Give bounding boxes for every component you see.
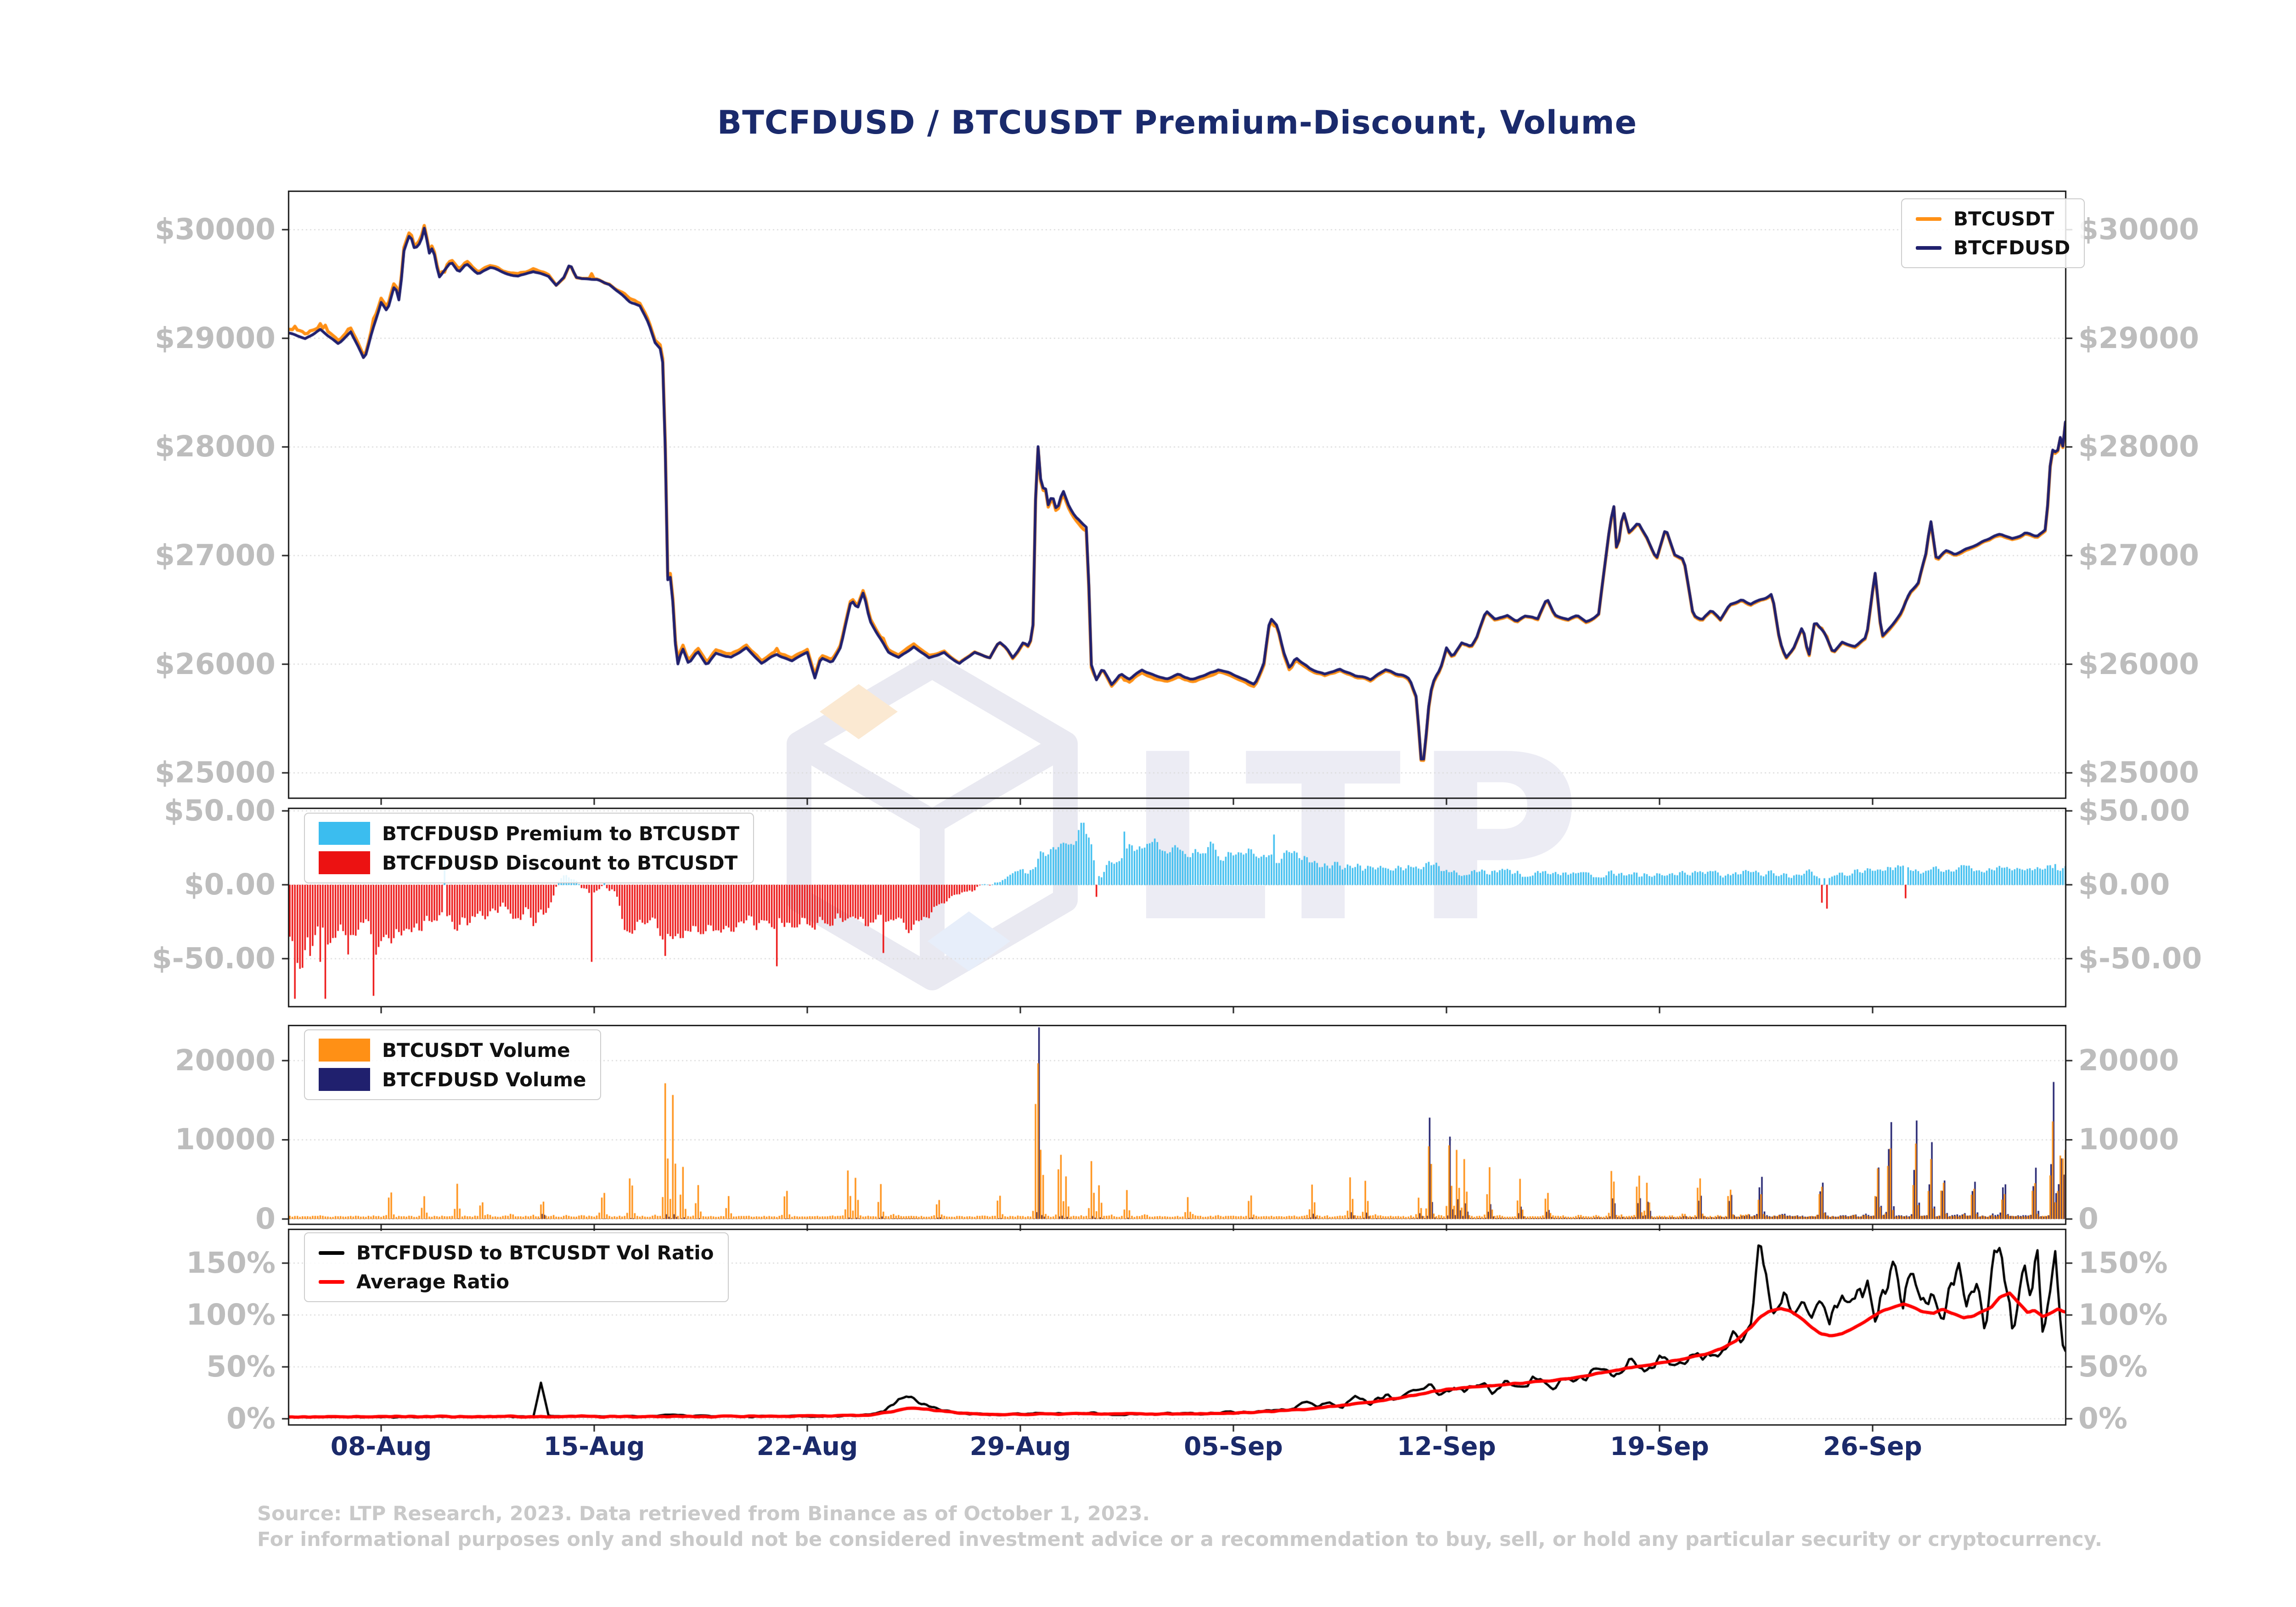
y-axis-label-left: 150%: [186, 1246, 276, 1280]
y-axis-label-right: 150%: [2078, 1246, 2168, 1280]
y-axis-label-right: 10000: [2078, 1123, 2179, 1157]
legend-row: BTCUSDT Volume: [319, 1039, 586, 1062]
legend-line-swatch-icon: [319, 1251, 344, 1255]
legend-label: BTCFDUSD: [1953, 236, 2071, 259]
legend-label: BTCFDUSD Discount to BTCUSDT: [382, 851, 738, 874]
x-axis-label: 15-Aug: [543, 1432, 645, 1461]
x-axis-label: 05-Sep: [1184, 1432, 1283, 1461]
y-axis-label-right: $29000: [2078, 321, 2200, 355]
legend-patch-swatch-icon: [319, 1068, 370, 1091]
volume-legend: BTCUSDT Volume BTCFDUSD Volume: [304, 1029, 601, 1100]
x-axis-label: 22-Aug: [756, 1432, 858, 1461]
y-axis-label-left: $0.00: [184, 868, 276, 901]
y-axis-label-right: 100%: [2078, 1298, 2168, 1332]
y-axis-label-left: $-50.00: [152, 941, 276, 975]
legend-line-swatch-icon: [1916, 217, 1941, 221]
y-axis-label-left: $29000: [154, 321, 276, 355]
legend-row: BTCFDUSD to BTCUSDT Vol Ratio: [319, 1242, 714, 1264]
legend-label: BTCFDUSD to BTCUSDT Vol Ratio: [356, 1242, 714, 1264]
y-axis-label-right: $0.00: [2078, 868, 2170, 901]
y-axis-label-left: 0%: [226, 1402, 276, 1436]
chart-title: BTCFDUSD / BTCUSDT Premium-Discount, Vol…: [717, 104, 1638, 141]
y-axis-label-left: 0: [255, 1202, 276, 1236]
y-axis-label-left: $25000: [154, 756, 276, 790]
x-axis-label: 19-Sep: [1610, 1432, 1709, 1461]
y-axis-label-right: $28000: [2078, 430, 2200, 464]
source-line-2: For informational purposes only and shou…: [257, 1528, 2103, 1551]
legend-patch-swatch-icon: [319, 822, 370, 845]
source-line-1: Source: LTP Research, 2023. Data retriev…: [257, 1502, 1150, 1525]
y-axis-label-left: 100%: [186, 1298, 276, 1332]
y-axis-label-right: 0: [2078, 1202, 2099, 1236]
y-axis-label-right: $26000: [2078, 647, 2200, 681]
legend-label: Average Ratio: [356, 1270, 510, 1293]
legend-row: BTCUSDT: [1916, 208, 2070, 230]
legend-label: BTCUSDT: [1953, 208, 2054, 230]
y-axis-label-right: $30000: [2078, 213, 2200, 247]
legend-line-swatch-icon: [319, 1280, 344, 1284]
x-axis-label: 29-Aug: [969, 1432, 1071, 1461]
y-axis-label-right: $-50.00: [2078, 941, 2202, 975]
y-axis-label-right: $25000: [2078, 756, 2200, 790]
y-axis-label-right: 50%: [2078, 1350, 2148, 1384]
premium-discount-legend: BTCFDUSD Premium to BTCUSDT BTCFDUSD Disc…: [304, 813, 754, 883]
x-axis-label: 12-Sep: [1397, 1432, 1496, 1461]
y-axis-label-left: $27000: [154, 539, 276, 572]
legend-patch-swatch-icon: [319, 851, 370, 874]
price-panel: [277, 191, 2077, 810]
price-legend: BTCUSDT BTCFDUSD: [1901, 198, 2085, 268]
y-axis-label-left: 50%: [206, 1350, 276, 1384]
y-axis-label-right: 20000: [2078, 1044, 2179, 1077]
x-axis-label: 08-Aug: [330, 1432, 432, 1461]
legend-row: BTCFDUSD: [1916, 236, 2070, 259]
y-axis-label-left: 20000: [174, 1044, 276, 1077]
legend-row: BTCFDUSD Premium to BTCUSDT: [319, 822, 739, 845]
legend-label: BTCFDUSD Volume: [382, 1068, 586, 1091]
y-axis-label-left: $26000: [154, 647, 276, 681]
y-axis-label-left: 10000: [174, 1123, 276, 1157]
vol-ratio-legend: BTCFDUSD to BTCUSDT Vol Ratio Average Rat…: [304, 1232, 729, 1302]
legend-row: BTCFDUSD Discount to BTCUSDT: [319, 851, 739, 874]
x-axis-label: 26-Sep: [1823, 1432, 1922, 1461]
legend-row: Average Ratio: [319, 1270, 714, 1293]
legend-patch-swatch-icon: [319, 1039, 370, 1062]
y-axis-label-right: $50.00: [2078, 794, 2190, 828]
legend-row: BTCFDUSD Volume: [319, 1068, 586, 1091]
y-axis-label-left: $28000: [154, 430, 276, 464]
y-axis-label-right: 0%: [2078, 1402, 2127, 1436]
y-axis-label-right: $27000: [2078, 539, 2200, 572]
y-axis-label-left: $30000: [154, 213, 276, 247]
y-axis-label-left: $50.00: [163, 794, 276, 828]
legend-line-swatch-icon: [1916, 246, 1941, 250]
legend-label: BTCUSDT Volume: [382, 1039, 570, 1062]
legend-label: BTCFDUSD Premium to BTCUSDT: [382, 822, 740, 845]
